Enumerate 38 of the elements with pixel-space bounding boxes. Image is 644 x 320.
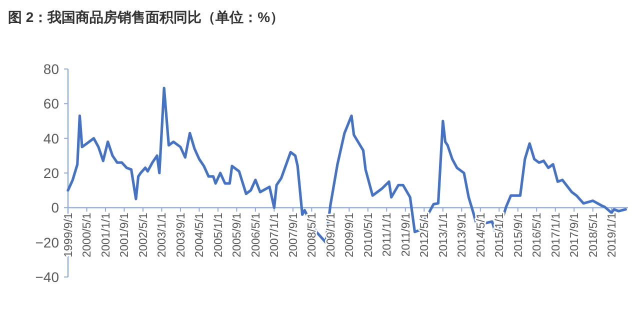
x-tick-label: 2015/9/1: [512, 212, 525, 258]
y-tick-label: −20: [35, 234, 60, 250]
x-tick-label: 2013/9/1: [456, 212, 469, 258]
x-tick-label: 2019/1/1: [606, 212, 619, 258]
x-tick-label: 2004/5/1: [194, 212, 206, 258]
x-tick-label: 2009/9/1: [344, 212, 356, 258]
x-tick-label: 2014/5/1: [475, 212, 488, 258]
x-tick-label: 2015/1/1: [494, 212, 506, 258]
y-tick-label: −40: [35, 269, 60, 285]
y-tick-label: 60: [43, 96, 60, 112]
y-tick-label: 40: [43, 130, 60, 146]
x-tick-label: 2016/5/1: [532, 212, 544, 258]
chart-title: 图 2：我国商品房销售面积同比（单位：%）: [8, 9, 284, 25]
x-tick-label: 2001/9/1: [119, 212, 132, 258]
x-tick-label: 2007/9/1: [288, 212, 300, 258]
x-tick-label: 2012/5/1: [419, 212, 432, 258]
y-tick-label: 80: [43, 61, 60, 77]
x-tick-label: 2005/9/1: [232, 212, 244, 258]
x-tick-label: 2006/5/1: [250, 212, 262, 258]
y-tick-label: 20: [43, 165, 60, 181]
x-tick-label: 2009/1/1: [325, 212, 338, 258]
x-tick-label: 2011/9/1: [400, 212, 412, 257]
x-tick-label: 2000/5/1: [82, 212, 94, 258]
x-tick-label: 2018/5/1: [588, 212, 600, 258]
x-tick-label: 2010/5/1: [362, 212, 375, 258]
x-tick-label: 2013/1/1: [438, 212, 450, 258]
x-tick-label: 2008/5/1: [306, 212, 319, 258]
x-tick-label: 2017/1/1: [550, 212, 562, 258]
x-tick-label: 2017/9/1: [569, 212, 582, 258]
x-tick-label: 1999/9/1: [63, 212, 75, 258]
x-tick-label: 2001/1/1: [100, 212, 112, 258]
x-tick-label: 2005/1/1: [212, 212, 225, 258]
x-tick-label: 2003/1/1: [156, 212, 169, 258]
x-tick-label: 2007/1/1: [269, 212, 282, 258]
x-tick-label: 2002/5/1: [138, 212, 150, 258]
y-tick-label: 0: [51, 200, 60, 216]
x-tick-label: 2011/1/1: [382, 212, 394, 257]
x-tick-label: 2003/9/1: [175, 212, 188, 258]
